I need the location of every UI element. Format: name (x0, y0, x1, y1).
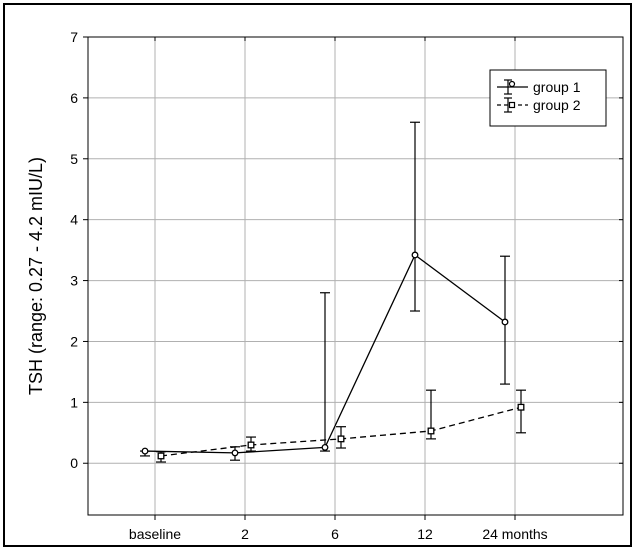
data-point-square (157, 452, 165, 460)
y-tick-label: 7 (70, 29, 78, 45)
y-tick-label: 1 (70, 394, 78, 410)
legend-label: group 1 (533, 79, 581, 95)
x-tick-label: 12 (417, 526, 433, 542)
x-tick-label: 2 (241, 526, 249, 542)
data-point-square (247, 441, 255, 449)
legend-entry: group 2 (497, 97, 581, 113)
data-point-circle (501, 318, 509, 326)
legend-marker (508, 80, 516, 88)
x-tick-label: 6 (331, 526, 339, 542)
y-tick-label: 4 (70, 212, 78, 228)
legend-entry: group 1 (497, 79, 581, 95)
y-tick-label: 0 (70, 455, 78, 471)
y-axis-title: TSH (range: 0.27 - 4.2 mIU/L) (26, 157, 46, 395)
x-tick-label: 24 months (482, 526, 547, 542)
outer-border (3, 3, 632, 547)
legend-label: group 2 (533, 97, 581, 113)
data-point-square (337, 435, 345, 443)
data-point-circle (231, 449, 239, 457)
y-tick-label: 2 (70, 333, 78, 349)
y-tick-label: 6 (70, 90, 78, 106)
x-tick-label: baseline (129, 526, 181, 542)
data-point-circle (321, 443, 329, 451)
y-tick-label: 3 (70, 273, 78, 289)
legend: group 1 group 2 (489, 69, 607, 127)
data-series (140, 121, 526, 463)
data-point-square (517, 403, 525, 411)
y-tick-label: 5 (70, 151, 78, 167)
data-point-circle (411, 251, 419, 259)
data-point-circle (141, 447, 149, 455)
series-2 (156, 389, 526, 463)
legend-marker (508, 101, 516, 109)
plot-area-frame (87, 36, 624, 516)
series-1 (140, 121, 510, 461)
data-point-square (427, 427, 435, 435)
